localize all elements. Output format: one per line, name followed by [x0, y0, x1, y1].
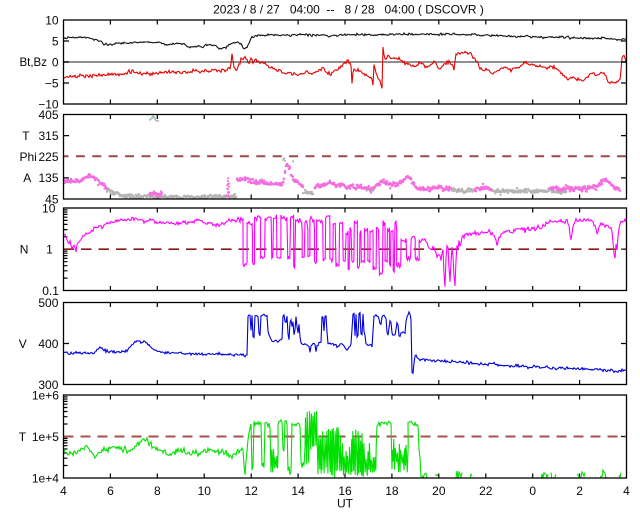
svg-text:A: A: [23, 171, 31, 185]
svg-text:UT: UT: [337, 497, 354, 511]
svg-text:4: 4: [623, 484, 630, 498]
svg-text:10: 10: [198, 484, 212, 498]
svg-text:400: 400: [38, 337, 58, 351]
svg-text:300: 300: [38, 378, 58, 392]
svg-text:10: 10: [45, 13, 59, 27]
svg-text:405: 405: [38, 108, 58, 122]
svg-text:315: 315: [38, 129, 58, 143]
svg-text:6: 6: [107, 484, 114, 498]
svg-text:1e+6: 1e+6: [32, 388, 59, 402]
svg-text:45: 45: [45, 192, 59, 206]
svg-text:V: V: [19, 337, 27, 351]
svg-text:10: 10: [42, 201, 56, 215]
svg-text:T: T: [22, 129, 30, 143]
svg-text:22: 22: [479, 484, 493, 498]
svg-text:Bt,Bz: Bt,Bz: [20, 57, 48, 69]
svg-text:20: 20: [432, 484, 446, 498]
svg-text:0: 0: [529, 484, 536, 498]
svg-text:1: 1: [46, 243, 53, 257]
svg-text:2023 / 8 / 27 04:00 -- 8: 2023 / 8 / 27 04:00 -- 8 / 28 04:00 ( DS…: [213, 2, 484, 16]
svg-text:Phi: Phi: [20, 150, 37, 164]
svg-text:12: 12: [244, 484, 258, 498]
svg-text:16: 16: [338, 484, 352, 498]
svg-text:8: 8: [154, 484, 161, 498]
svg-text:225: 225: [38, 150, 58, 164]
svg-text:T: T: [19, 430, 27, 444]
svg-text:0: 0: [52, 55, 59, 69]
svg-text:4: 4: [60, 484, 67, 498]
svg-text:500: 500: [38, 296, 58, 310]
svg-text:135: 135: [38, 171, 58, 185]
svg-text:−10: −10: [38, 97, 59, 111]
svg-text:5: 5: [52, 34, 59, 48]
svg-text:14: 14: [291, 484, 305, 498]
svg-text:2: 2: [576, 484, 583, 498]
svg-text:0.1: 0.1: [42, 284, 59, 298]
svg-text:N: N: [20, 243, 29, 257]
svg-text:1e+5: 1e+5: [32, 430, 59, 444]
svg-text:18: 18: [385, 484, 399, 498]
svg-text:−5: −5: [45, 76, 59, 90]
svg-text:1e+4: 1e+4: [32, 471, 59, 485]
